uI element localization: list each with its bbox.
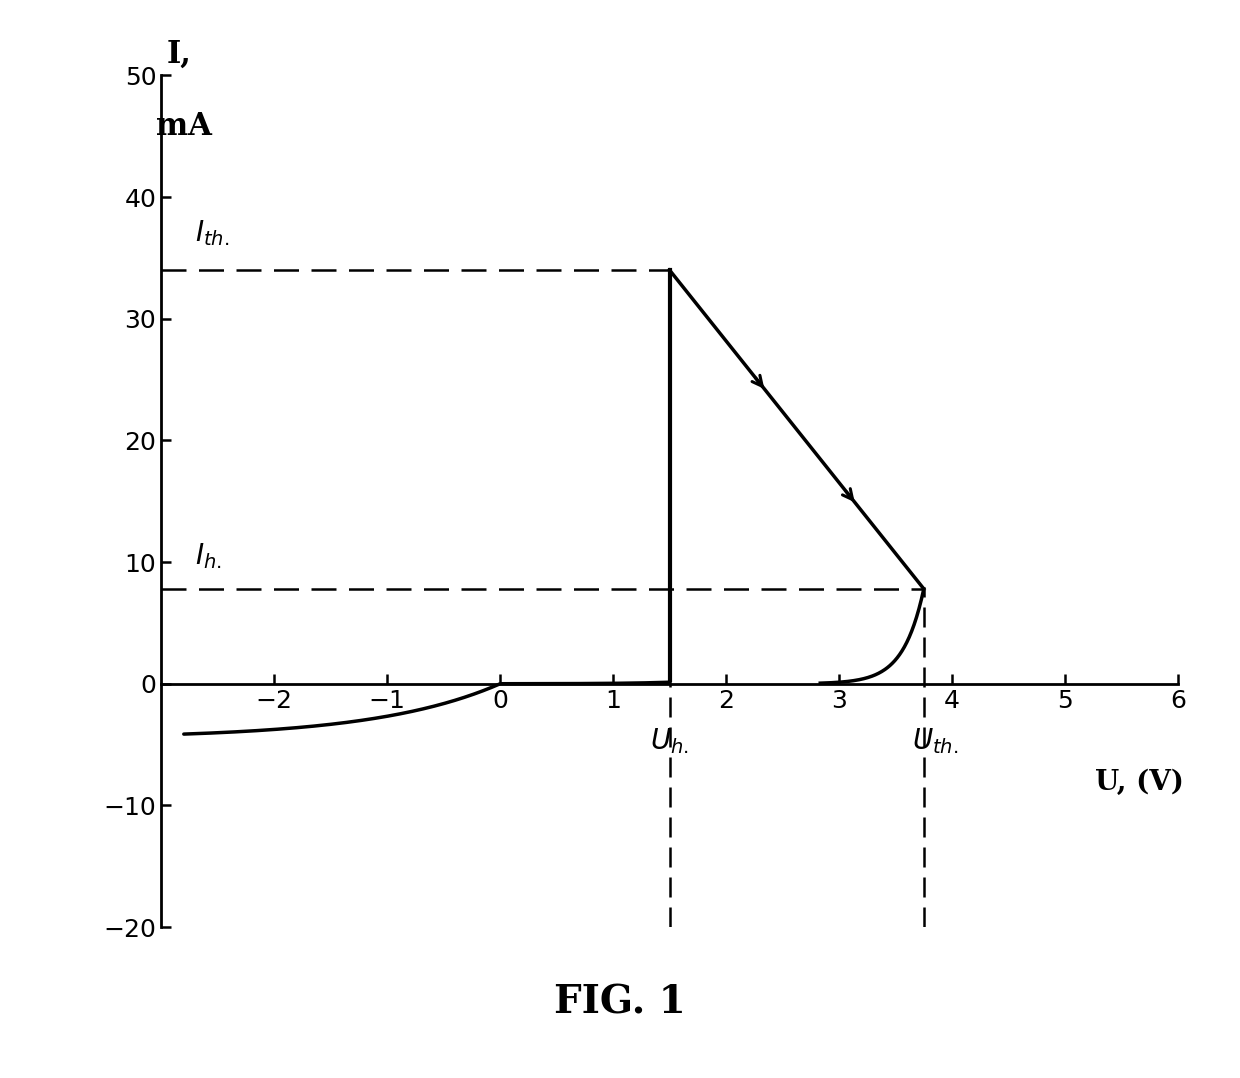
- Text: $I_{h.}$: $I_{h.}$: [195, 541, 222, 570]
- Text: U, (V): U, (V): [1095, 769, 1184, 796]
- Text: $U_{th.}$: $U_{th.}$: [911, 727, 959, 756]
- Text: $U_{h.}$: $U_{h.}$: [650, 727, 689, 756]
- Text: FIG. 1: FIG. 1: [554, 983, 686, 1021]
- Text: $I_{th.}$: $I_{th.}$: [195, 219, 229, 248]
- Text: I,: I,: [167, 39, 192, 69]
- Text: mA: mA: [155, 111, 212, 142]
